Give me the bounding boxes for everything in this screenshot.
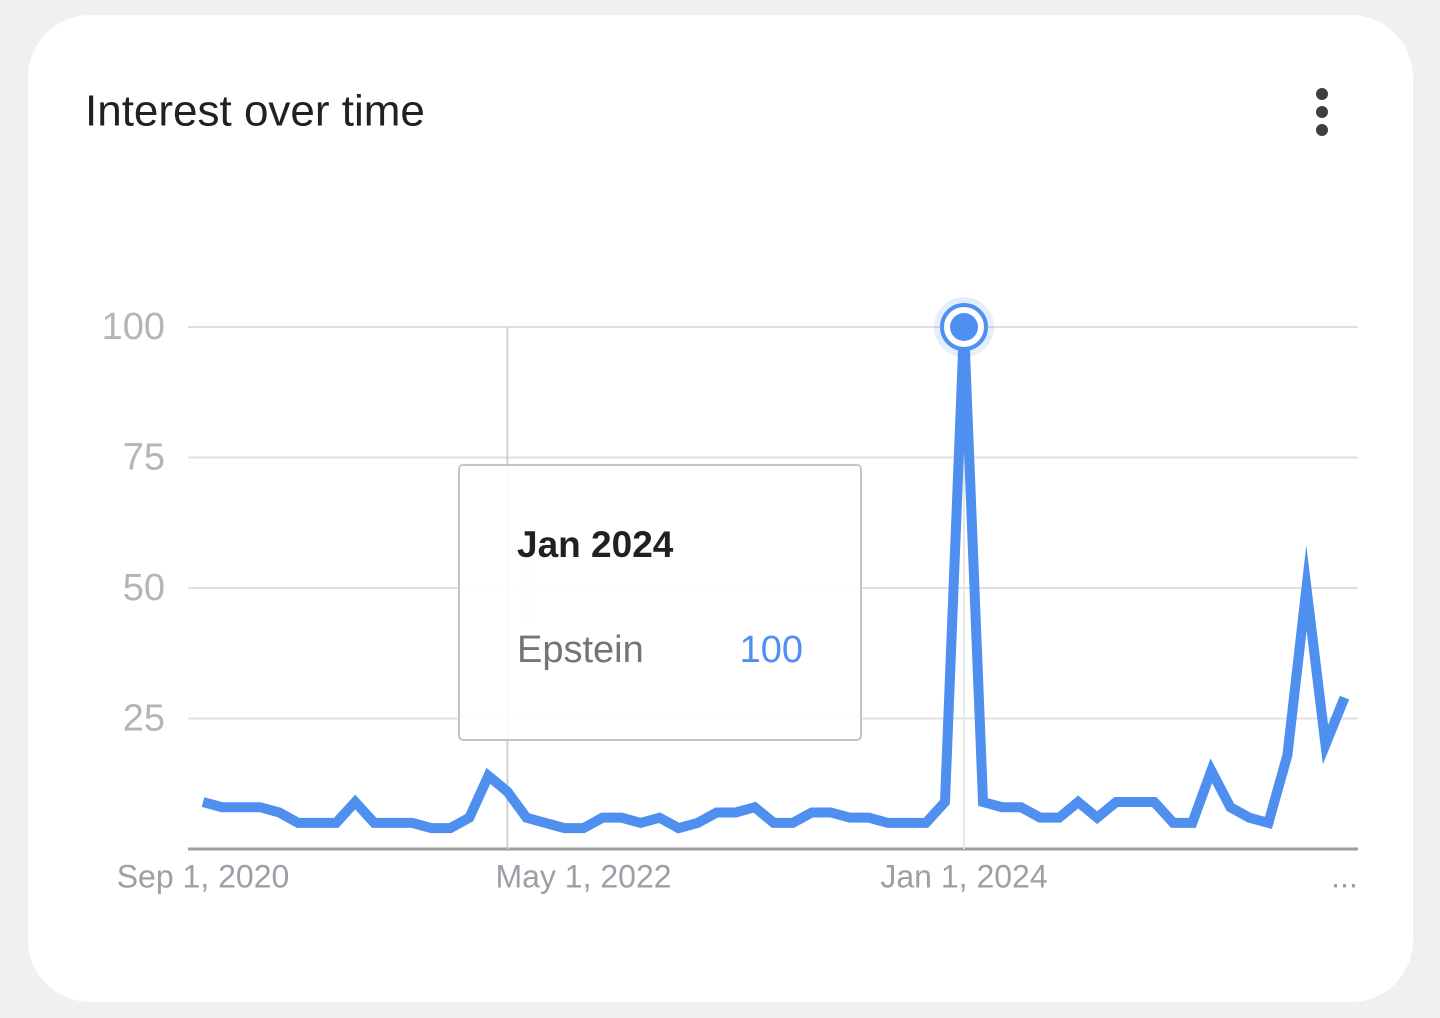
- chart-title: Interest over time: [85, 87, 425, 136]
- x-tick-label: ...: [1331, 858, 1358, 894]
- tooltip: Jan 2024 Epstein 100: [458, 464, 862, 741]
- tooltip-title: Jan 2024: [517, 524, 674, 565]
- tooltip-series-name: Epstein: [517, 629, 644, 671]
- line-series: [201, 326, 1350, 834]
- menu-button[interactable]: [1316, 88, 1328, 136]
- y-tick-label: 50: [123, 567, 165, 609]
- tooltip-box: [458, 464, 862, 741]
- x-tick-label: May 1, 2022: [495, 858, 671, 894]
- y-tick-label: 100: [102, 306, 165, 348]
- y-tick-label: 75: [123, 437, 165, 479]
- x-tick-label: Jan 1, 2024: [880, 858, 1047, 894]
- x-tick-label: Sep 1, 2020: [117, 858, 290, 894]
- highlight-point: [950, 313, 978, 341]
- tooltip-value: 100: [740, 629, 803, 671]
- y-tick-label: 25: [123, 698, 165, 740]
